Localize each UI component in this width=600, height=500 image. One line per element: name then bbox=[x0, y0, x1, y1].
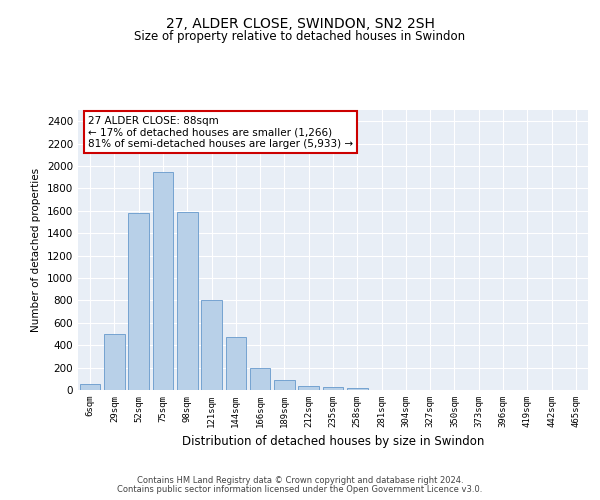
Bar bbox=[250, 368, 271, 390]
Text: Contains public sector information licensed under the Open Government Licence v3: Contains public sector information licen… bbox=[118, 485, 482, 494]
Text: Contains HM Land Registry data © Crown copyright and database right 2024.: Contains HM Land Registry data © Crown c… bbox=[137, 476, 463, 485]
Bar bbox=[177, 212, 197, 390]
Bar bbox=[298, 386, 319, 390]
Bar bbox=[274, 380, 295, 390]
Bar bbox=[226, 337, 246, 390]
Bar bbox=[152, 172, 173, 390]
Bar bbox=[80, 384, 100, 390]
Bar bbox=[347, 388, 368, 390]
Bar bbox=[104, 334, 125, 390]
Bar bbox=[201, 300, 222, 390]
Bar bbox=[128, 213, 149, 390]
Bar bbox=[323, 387, 343, 390]
Y-axis label: Number of detached properties: Number of detached properties bbox=[31, 168, 41, 332]
Text: Size of property relative to detached houses in Swindon: Size of property relative to detached ho… bbox=[134, 30, 466, 43]
X-axis label: Distribution of detached houses by size in Swindon: Distribution of detached houses by size … bbox=[182, 436, 484, 448]
Text: 27 ALDER CLOSE: 88sqm
← 17% of detached houses are smaller (1,266)
81% of semi-d: 27 ALDER CLOSE: 88sqm ← 17% of detached … bbox=[88, 116, 353, 149]
Text: 27, ALDER CLOSE, SWINDON, SN2 2SH: 27, ALDER CLOSE, SWINDON, SN2 2SH bbox=[166, 18, 434, 32]
